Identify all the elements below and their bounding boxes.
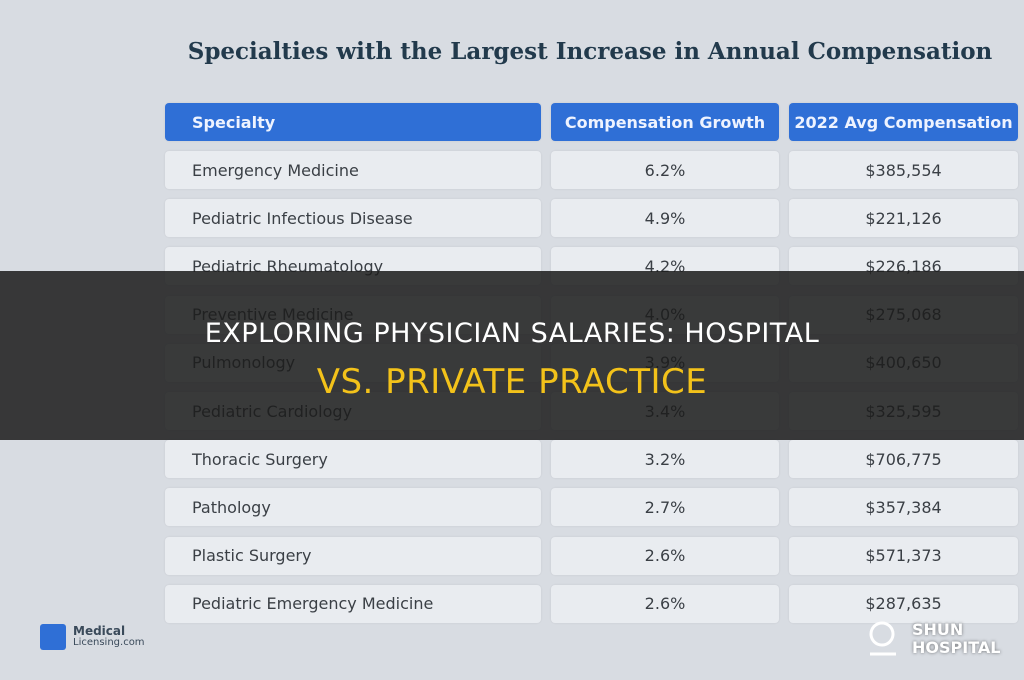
banner-title: VS. PRIVATE PRACTICE: [316, 362, 708, 402]
table-cell: $221,126: [789, 199, 1018, 238]
table-title: Specialties with the Largest Increase in…: [187, 38, 993, 65]
source-logo: Licensing.com: [73, 637, 145, 648]
table-cell: Thoracic Surgery: [165, 440, 541, 479]
table-cell: $287,635: [789, 584, 1018, 623]
source-logo: Medical: [73, 624, 126, 638]
table-cell: Pediatric Emergency Medicine: [165, 584, 541, 623]
source-logo-icon: [40, 624, 66, 650]
table-cell: Plastic Surgery: [165, 536, 541, 575]
table-cell: $571,373: [789, 536, 1018, 575]
table-cell: $385,554: [789, 151, 1018, 189]
header-cell: 2022 Avg Compensation: [789, 103, 1018, 141]
brand: HOSPITAL: [912, 638, 1001, 657]
brand: SHUN: [912, 620, 964, 639]
table-cell: 3.2%: [551, 440, 779, 479]
table-cell: Pediatric Infectious Disease: [165, 199, 541, 238]
table-cell: Pathology: [165, 488, 541, 527]
table-cell: 6.2%: [551, 151, 779, 189]
table-cell: $706,775: [789, 440, 1018, 479]
table-cell: 2.6%: [551, 584, 779, 623]
banner: [0, 271, 1024, 440]
table-cell: Emergency Medicine: [165, 151, 541, 189]
table-cell: 2.6%: [551, 536, 779, 575]
table-cell: 2.7%: [551, 488, 779, 527]
banner-title: EXPLORING PHYSICIAN SALARIES: HOSPITAL: [204, 318, 820, 349]
header-cell: Compensation Growth: [551, 103, 779, 141]
table-cell: 4.9%: [551, 199, 779, 238]
brand-icon: [869, 621, 896, 656]
header-cell: Specialty: [165, 103, 541, 141]
table-cell: $357,384: [789, 488, 1018, 527]
